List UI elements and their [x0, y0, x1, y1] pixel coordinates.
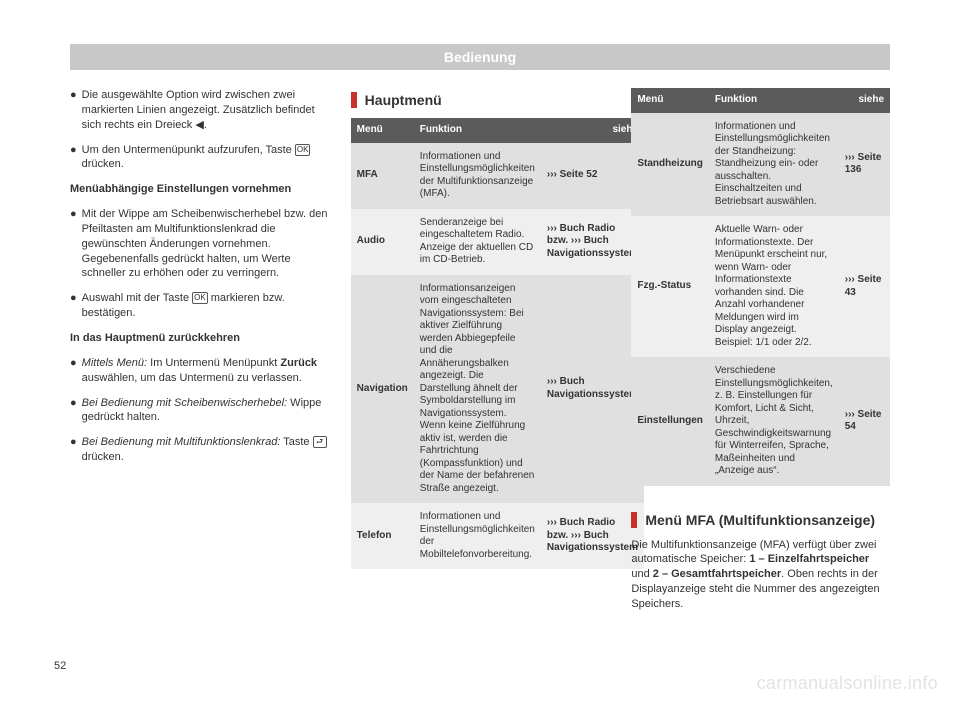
table-header-row: Menü Funktion siehe [351, 118, 644, 143]
triangle-left-icon: ◀ [195, 119, 203, 131]
cell-func: Informationen und Einstellungsmöglichkei… [414, 503, 541, 569]
table-row: Standheizung Informationen und Einstellu… [631, 113, 890, 217]
bullet-marker: ● [70, 396, 77, 426]
cell-see: ››› Seite 52 [541, 143, 644, 209]
bullet-marker: ● [70, 143, 77, 173]
page-number: 52 [54, 660, 66, 672]
paragraph: Bei Bedienung mit Scheibenwischerhebel: … [82, 396, 329, 426]
paragraph: Um den Untermenüpunkt aufzurufen, Taste … [82, 143, 329, 173]
bullet-item: ● Die ausgewählte Option wird zwischen z… [70, 88, 329, 133]
column-right: Menü Funktion siehe Standheizung Informa… [631, 88, 890, 622]
spacer [631, 486, 890, 508]
text: Im Untermenü Menüpunkt [147, 357, 280, 369]
bullet-item: ● Mittels Menü: Im Untermenü Menüpunkt Z… [70, 356, 329, 386]
text: drücken. [82, 451, 124, 463]
subheading: In das Hauptmenü zurückkehren [70, 331, 329, 346]
accent-bar-icon [631, 512, 637, 528]
section-title-text: Hauptmenü [365, 92, 442, 108]
bullet-marker: ● [70, 88, 77, 133]
cell-see: ››› Seite 54 [839, 357, 890, 486]
cell-menu: Einstellungen [631, 357, 709, 486]
paragraph: Bei Bedienung mit Multifunktionslenkrad:… [82, 435, 329, 465]
table-col-menu: Menü [631, 88, 709, 113]
text: . [204, 119, 207, 131]
section-title-hauptmenu: Hauptmenü [351, 92, 610, 108]
cell-menu: MFA [351, 143, 414, 209]
ok-key-icon: OK [295, 144, 311, 156]
paragraph: Die ausgewählte Option wird zwischen zwe… [82, 88, 329, 133]
table-row: Einstellungen Verschiedene Einstellungsm… [631, 357, 890, 486]
bullet-marker: ● [70, 207, 77, 281]
cell-func: Senderanzeige bei eingeschaltetem Radio.… [414, 209, 541, 275]
ok-key-icon: OK [192, 292, 208, 304]
section-title-text: Menü MFA (Multifunktionsanzeige) [645, 512, 875, 528]
cell-see: ››› Buch Navigationssystem [541, 275, 644, 504]
table-row: Telefon Informationen und Einstellungsmö… [351, 503, 644, 569]
cell-see: ››› Buch Radio bzw. ››› Buch Navigations… [541, 503, 644, 569]
return-key-icon: ⮐ [313, 436, 327, 448]
table-row: MFA Informationen und Einstellungsmöglic… [351, 143, 644, 209]
table-header-row: Menü Funktion siehe [631, 88, 890, 113]
table-col-siehe: siehe [541, 118, 644, 143]
text-italic: Mittels Menü: [82, 357, 147, 369]
table-col-siehe: siehe [839, 88, 890, 113]
cell-see: ››› Seite 43 [839, 216, 890, 357]
bullet-marker: ● [70, 291, 77, 321]
column-middle: Hauptmenü Menü Funktion siehe MFA Inform… [351, 88, 610, 622]
cell-menu: Audio [351, 209, 414, 275]
table-row: Audio Senderanzeige bei eingeschaltetem … [351, 209, 644, 275]
hauptmenu-table-part1: Menü Funktion siehe MFA Informationen un… [351, 118, 644, 569]
text-bold: 1 – Einzelfahrtspeicher [749, 553, 869, 565]
cell-func: Verschiedene Einstellungsmöglichkeiten, … [709, 357, 839, 486]
paragraph: Auswahl mit der Taste OK markieren bzw. … [82, 291, 329, 321]
text-italic: Bei Bedienung mit Multifunktionslenkrad: [82, 436, 281, 448]
bullet-item: ● Um den Untermenüpunkt aufzurufen, Tast… [70, 143, 329, 173]
bullet-item: ● Auswahl mit der Taste OK markieren bzw… [70, 291, 329, 321]
paragraph: Die Multifunktionsanzeige (MFA) verfügt … [631, 538, 890, 612]
cell-see: ››› Seite 136 [839, 113, 890, 217]
text-bold: 2 – Gesamtfahrtspeicher [653, 568, 781, 580]
page-columns: ● Die ausgewählte Option wird zwischen z… [70, 88, 890, 622]
cell-func: Informationsanzeigen vom eingeschalteten… [414, 275, 541, 504]
bullet-marker: ● [70, 356, 77, 386]
cell-func: Informationen und Einstellungsmöglichkei… [709, 113, 839, 217]
hauptmenu-table-part2: Menü Funktion siehe Standheizung Informa… [631, 88, 890, 486]
text-italic: Bei Bedienung mit Scheibenwischerhebel: [82, 397, 287, 409]
table-row: Navigation Informationsanzeigen vom eing… [351, 275, 644, 504]
manual-page: Bedienung ● Die ausgewählte Option wird … [0, 0, 960, 708]
cell-see: ››› Buch Radio bzw. ››› Buch Navigations… [541, 209, 644, 275]
paragraph: Mit der Wippe am Scheibenwischerhebel bz… [82, 207, 329, 281]
accent-bar-icon [351, 92, 357, 108]
text: drücken. [82, 158, 124, 170]
cell-menu: Fzg.-Status [631, 216, 709, 357]
subheading: Menüabhängige Einstellungen vornehmen [70, 182, 329, 197]
bullet-item: ● Bei Bedienung mit Multifunktionslenkra… [70, 435, 329, 465]
page-header: Bedienung [70, 44, 890, 70]
bullet-marker: ● [70, 435, 77, 465]
watermark-text: carmanualsonline.info [757, 673, 938, 694]
text: Um den Untermenüpunkt aufzurufen, Taste [82, 144, 295, 156]
cell-func: Informationen und Einstellungsmöglichkei… [414, 143, 541, 209]
column-left: ● Die ausgewählte Option wird zwischen z… [70, 88, 329, 622]
table-row: Fzg.-Status Aktuelle Warn- oder Informat… [631, 216, 890, 357]
cell-menu: Telefon [351, 503, 414, 569]
cell-menu: Standheizung [631, 113, 709, 217]
section-title-mfa: Menü MFA (Multifunktionsanzeige) [631, 512, 890, 528]
table-col-funktion: Funktion [709, 88, 839, 113]
table-col-menu: Menü [351, 118, 414, 143]
text: Taste [280, 436, 312, 448]
paragraph: Mittels Menü: Im Untermenü Menüpunkt Zur… [82, 356, 329, 386]
text: Auswahl mit der Taste [82, 292, 192, 304]
cell-menu: Navigation [351, 275, 414, 504]
cell-func: Aktuelle Warn- oder Informationstexte. D… [709, 216, 839, 357]
bullet-item: ● Bei Bedienung mit Scheibenwischerhebel… [70, 396, 329, 426]
table-col-funktion: Funktion [414, 118, 541, 143]
text-bold: Zurück [280, 357, 317, 369]
text: auswählen, um das Untermenü zu verlassen… [82, 372, 302, 384]
page-header-title: Bedienung [444, 49, 516, 65]
bullet-item: ● Mit der Wippe am Scheibenwischerhebel … [70, 207, 329, 281]
text: und [631, 568, 652, 580]
